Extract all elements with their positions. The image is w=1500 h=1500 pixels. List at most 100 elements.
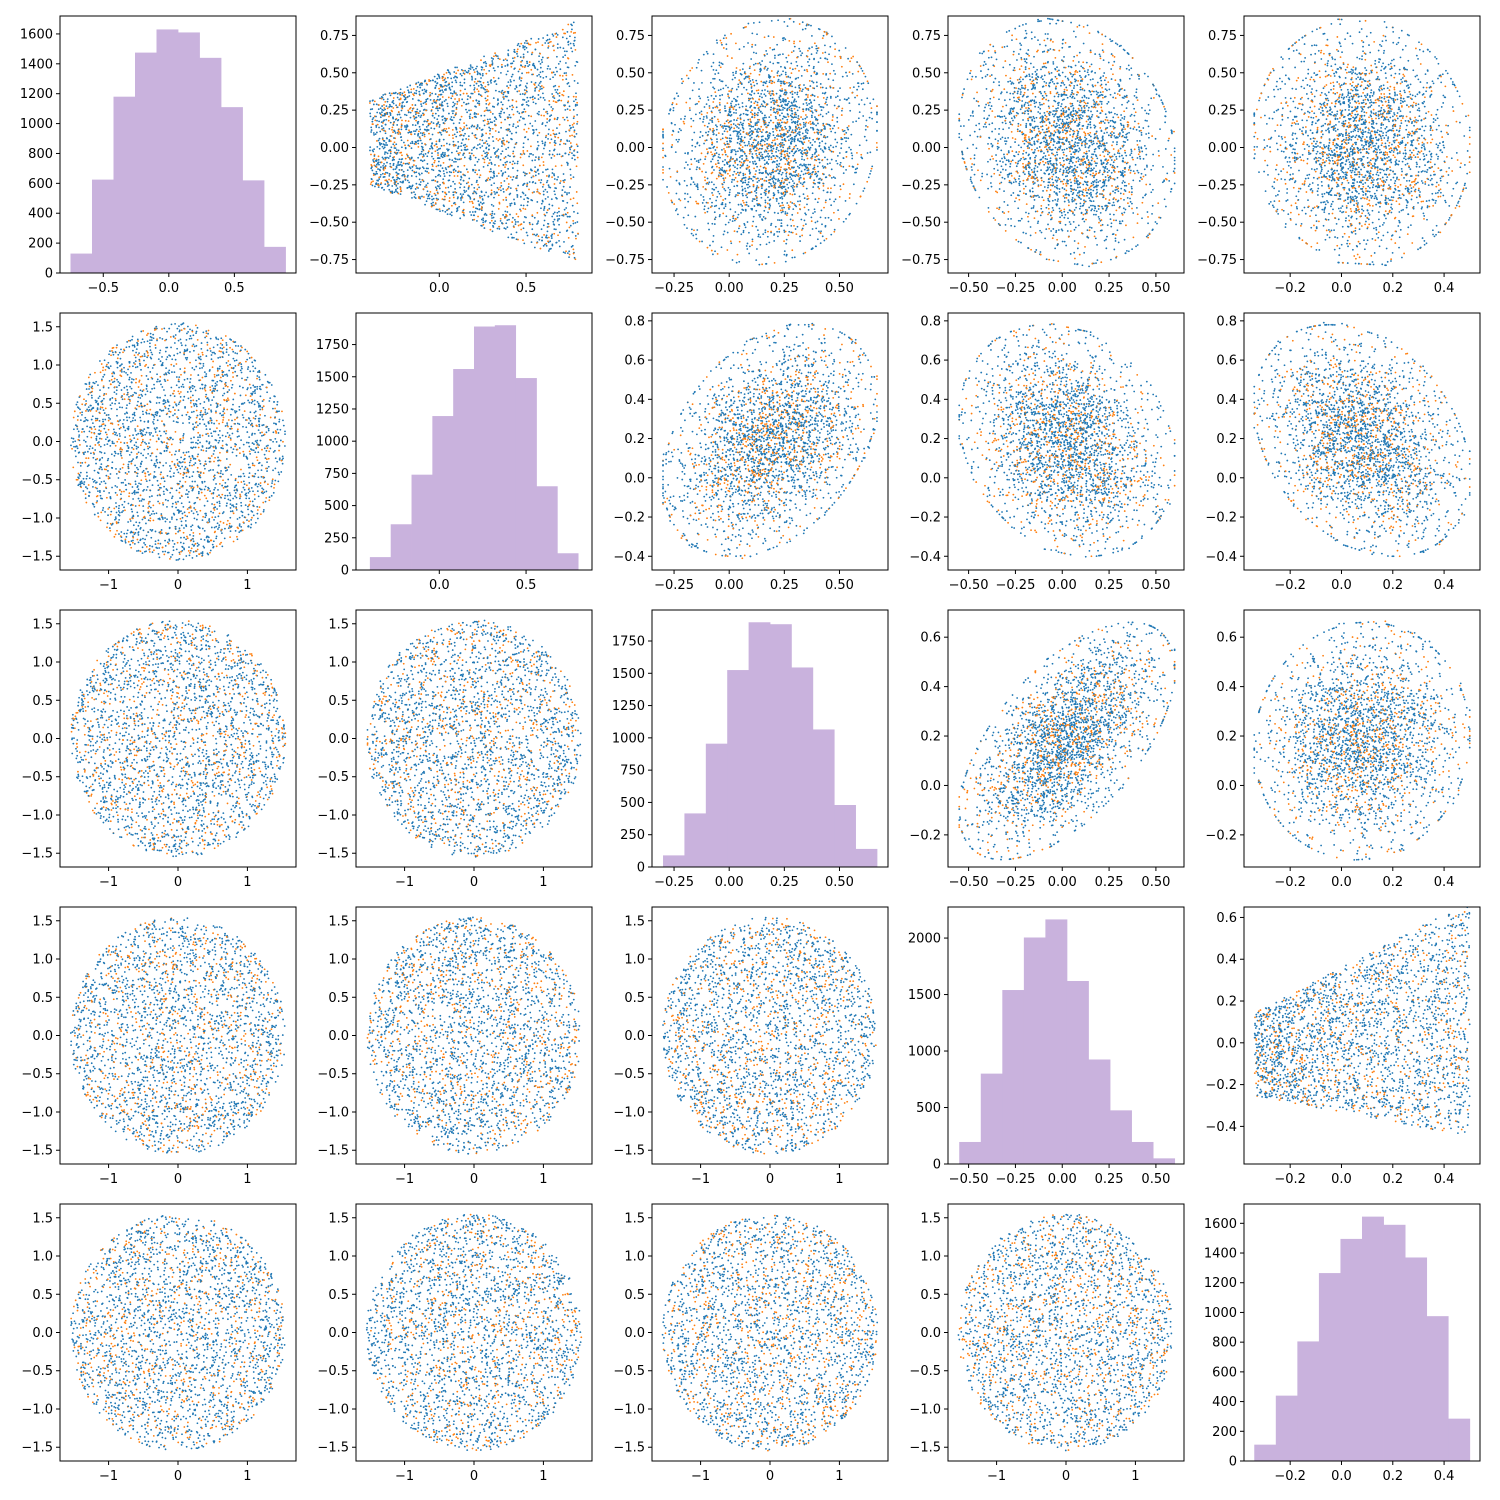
scatter-point-blue (497, 155, 500, 158)
scatter-point-blue (822, 173, 825, 176)
scatter-point-blue (490, 79, 493, 81)
scatter-point-blue (775, 134, 778, 137)
scatter-point-blue (573, 39, 576, 42)
scatter-point-blue (532, 131, 535, 134)
scatter-point-blue (682, 216, 685, 219)
scatter-point-blue (446, 148, 448, 150)
scatter-point-blue (824, 128, 827, 130)
scatter-point-blue (571, 244, 574, 247)
scatter-point-blue (784, 193, 787, 196)
scatter-point-blue (734, 76, 736, 79)
scatter-point-blue (791, 138, 794, 141)
scatter-point-blue (550, 114, 553, 117)
scatter-point-blue (567, 41, 569, 44)
scatter-point-blue (425, 200, 428, 203)
scatter-point-orange (498, 58, 501, 61)
scatter-point-orange (779, 204, 782, 207)
scatter-point-blue (693, 157, 696, 160)
scatter-point-orange (783, 240, 785, 243)
scatter-point-blue (689, 109, 691, 112)
scatter-point-blue (381, 137, 384, 140)
scatter-point-orange (527, 71, 530, 74)
scatter-point-blue (370, 129, 373, 131)
scatter-point-blue (457, 165, 459, 168)
scatter-point-blue (791, 180, 794, 182)
scatter-point-blue (777, 202, 780, 205)
scatter-point-blue (479, 201, 482, 204)
scatter-point-blue (397, 172, 400, 175)
scatter-point-orange (790, 72, 793, 75)
scatter-point-blue (801, 132, 804, 135)
scatter-point-orange (377, 155, 380, 158)
scatter-point-orange (727, 95, 730, 98)
scatter-point-blue (775, 197, 778, 200)
scatter-point-blue (814, 116, 816, 118)
scatter-point-blue (713, 97, 715, 100)
scatter-point-blue (510, 132, 513, 135)
scatter-point-blue (800, 65, 803, 68)
scatter-point-blue (799, 50, 802, 53)
scatter-point-blue (460, 149, 463, 152)
scatter-point-blue (482, 165, 485, 168)
scatter-point-blue (442, 108, 445, 111)
scatter-point-orange (739, 164, 742, 167)
scatter-point-orange (569, 198, 572, 201)
scatter-point-blue (710, 160, 712, 163)
scatter-point-blue (842, 220, 845, 223)
scatter-point-blue (830, 233, 833, 236)
scatter-point-orange (748, 98, 751, 101)
scatter-point-blue (776, 72, 779, 74)
scatter-point-blue (414, 113, 417, 116)
scatter-point-blue (485, 65, 487, 68)
scatter-point-blue (757, 127, 760, 130)
scatter-point-orange (397, 111, 400, 113)
scatter-point-blue (735, 100, 738, 102)
scatter-point-blue (430, 127, 433, 129)
scatter-point-blue (799, 235, 801, 238)
scatter-point-blue (714, 73, 717, 75)
scatter-point-blue (495, 191, 498, 194)
scatter-point-blue (798, 178, 801, 181)
scatter-point-blue (482, 202, 485, 204)
scatter-point-blue (831, 63, 833, 65)
scatter-point-blue (818, 178, 820, 180)
scatter-point-blue (723, 188, 726, 190)
scatter-point-orange (821, 52, 824, 54)
scatter-point-blue (737, 192, 739, 194)
scatter-point-blue (808, 47, 811, 50)
scatter-point-blue (752, 157, 754, 159)
scatter-point-blue (550, 247, 552, 250)
scatter-point-blue (737, 85, 740, 88)
scatter-point-blue (484, 152, 487, 155)
scatter-point-blue (456, 131, 459, 134)
scatter-point-blue (460, 145, 462, 147)
scatter-point-blue (437, 95, 439, 98)
scatter-point-blue (563, 104, 565, 107)
scatter-point-blue (493, 222, 496, 225)
scatter-point-blue (696, 229, 699, 231)
scatter-point-orange (419, 137, 422, 140)
scatter-point-blue (565, 37, 568, 40)
scatter-point-blue (736, 141, 739, 144)
scatter-point-blue (515, 126, 517, 129)
scatter-point-orange (477, 90, 480, 93)
scatter-point-blue (530, 176, 533, 179)
scatter-point-blue (419, 83, 421, 86)
scatter-point-blue (806, 203, 808, 206)
scatter-point-blue (842, 157, 845, 159)
scatter-point-blue (482, 61, 485, 64)
scatter-point-blue (576, 113, 579, 116)
scatter-point-blue (562, 173, 565, 175)
scatter-point-orange (782, 128, 785, 131)
scatter-point-blue (407, 131, 410, 134)
scatter-point-blue (566, 116, 568, 119)
scatter-point-blue (721, 201, 724, 204)
scatter-point-orange (399, 190, 402, 193)
scatter-point-orange (685, 74, 688, 77)
scatter-point-blue (852, 183, 855, 186)
scatter-point-blue (468, 127, 471, 130)
scatter-point-blue (384, 165, 387, 167)
scatter-point-blue (492, 205, 495, 207)
scatter-point-blue (513, 146, 516, 149)
scatter-point-orange (415, 111, 418, 114)
